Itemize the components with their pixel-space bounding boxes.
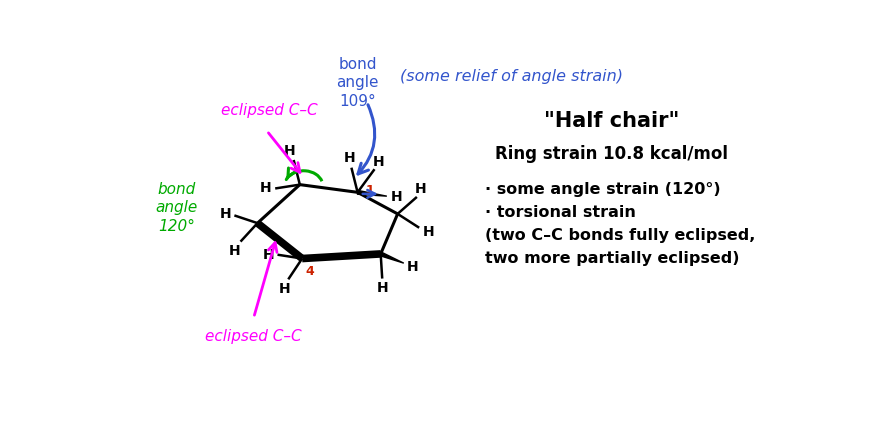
Text: H: H — [344, 151, 356, 165]
Text: · some angle strain (120°): · some angle strain (120°) — [485, 182, 720, 197]
Text: H: H — [377, 281, 388, 295]
Text: Ring strain 10.8 kcal/mol: Ring strain 10.8 kcal/mol — [495, 145, 728, 163]
Text: "Half chair": "Half chair" — [544, 111, 679, 132]
Text: H: H — [407, 260, 419, 274]
Text: H: H — [262, 248, 274, 262]
Text: · torsional strain: · torsional strain — [485, 205, 636, 220]
Polygon shape — [380, 252, 404, 263]
Text: 1: 1 — [365, 184, 374, 197]
Text: eclipsed C–C: eclipsed C–C — [221, 103, 317, 118]
Text: bond
angle
109°: bond angle 109° — [337, 57, 378, 109]
Text: (some relief of angle strain): (some relief of angle strain) — [400, 69, 623, 84]
Text: two more partially eclipsed): two more partially eclipsed) — [485, 251, 739, 266]
Polygon shape — [358, 190, 387, 196]
Text: H: H — [228, 244, 240, 258]
Text: 4: 4 — [305, 265, 314, 278]
Text: H: H — [279, 281, 290, 295]
Text: eclipsed C–C: eclipsed C–C — [205, 330, 302, 344]
Text: H: H — [423, 225, 434, 238]
Text: H: H — [220, 207, 231, 221]
Text: H: H — [415, 182, 426, 196]
Text: bond
angle
120°: bond angle 120° — [155, 181, 198, 234]
Text: H: H — [372, 154, 385, 168]
Text: (two C–C bonds fully eclipsed,: (two C–C bonds fully eclipsed, — [485, 228, 755, 243]
Text: H: H — [284, 144, 296, 158]
Text: H: H — [391, 190, 403, 204]
Text: H: H — [259, 181, 271, 195]
